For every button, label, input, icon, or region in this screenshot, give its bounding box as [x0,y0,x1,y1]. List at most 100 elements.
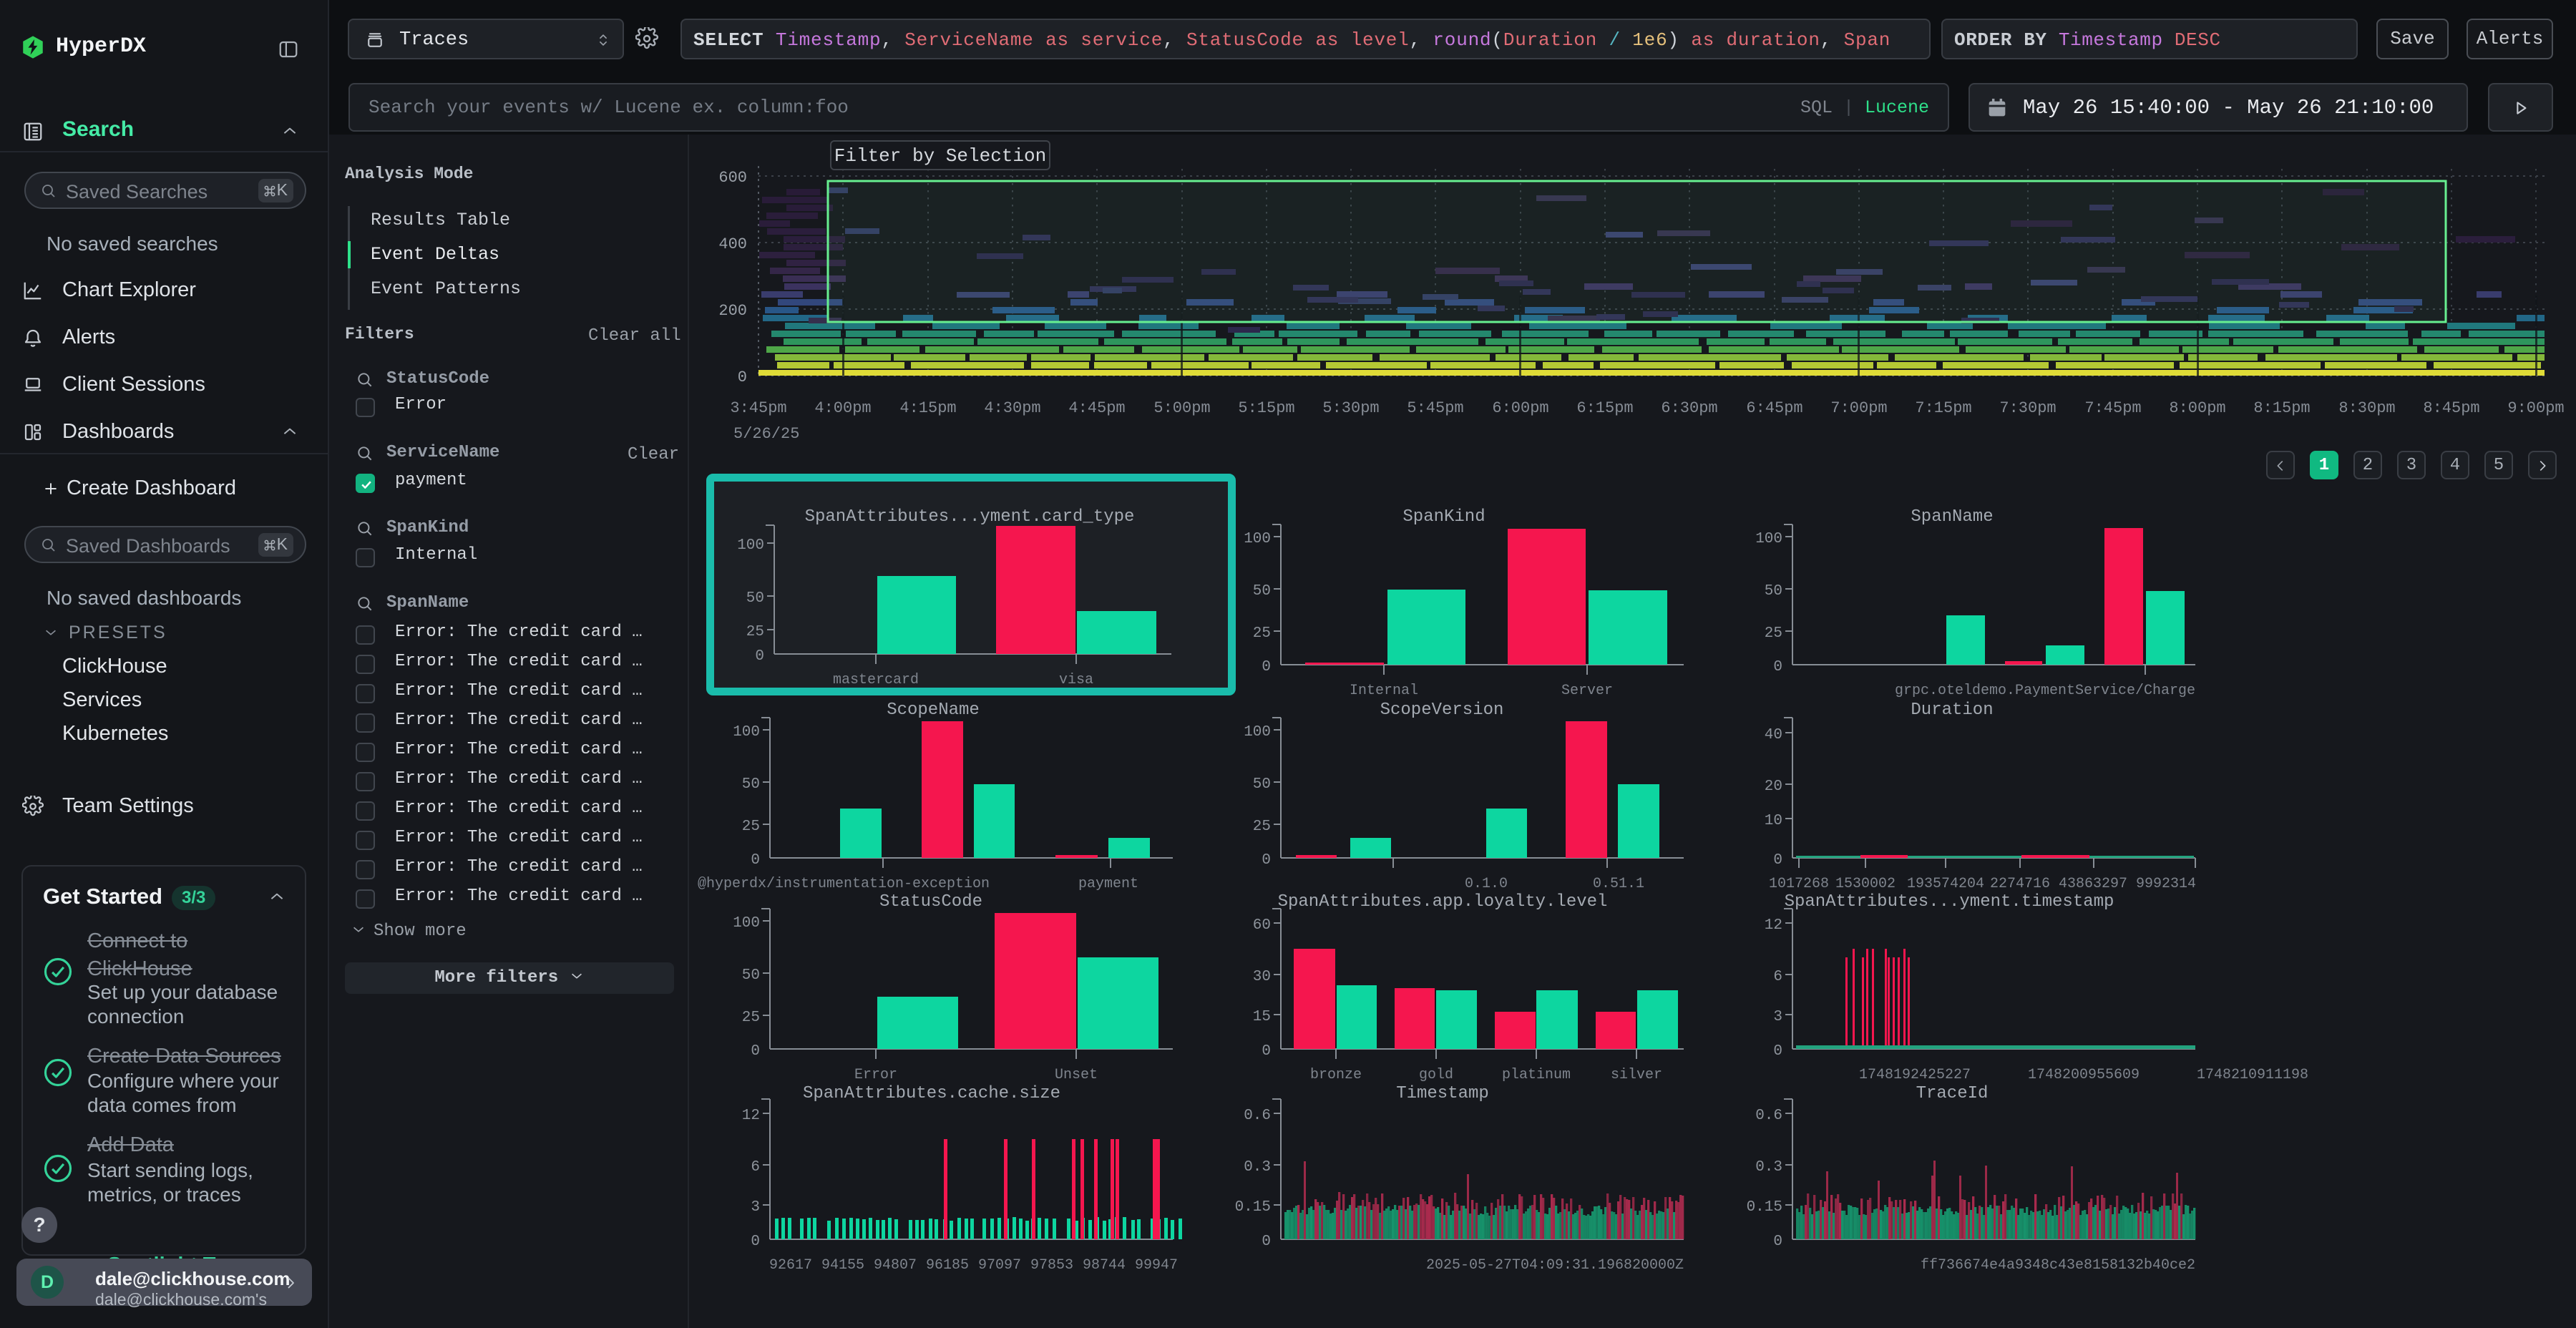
svg-text:25: 25 [746,624,764,640]
svg-text:0.6: 0.6 [1244,1108,1271,1124]
svg-text:0: 0 [751,1043,760,1060]
svg-text:15: 15 [1253,1009,1271,1025]
svg-text:SpanName: SpanName [1911,507,1993,527]
svg-text:50: 50 [1253,583,1271,600]
svg-text:30: 30 [1253,969,1271,985]
svg-text:0.15: 0.15 [1235,1199,1271,1216]
svg-text:8:00pm: 8:00pm [2169,399,2225,417]
svg-text:2025-05-27T04:09:31.196820000Z: 2025-05-27T04:09:31.196820000Z [1426,1257,1684,1274]
svg-text:6: 6 [751,1159,760,1176]
svg-text:6: 6 [1773,969,1782,985]
svg-text:25: 25 [1253,625,1271,642]
svg-text:50: 50 [742,776,760,793]
svg-text:SpanAttributes...yment.card_ty: SpanAttributes...yment.card_type [805,507,1135,527]
svg-text:SpanAttributes...yment.timesta: SpanAttributes...yment.timestamp [1785,892,2114,912]
svg-text:Error: Error [854,1067,897,1083]
svg-text:0: 0 [751,1234,760,1250]
svg-text:StatusCode: StatusCode [879,892,982,912]
svg-text:mastercard: mastercard [833,672,919,688]
svg-text:TraceId: TraceId [1916,1084,1989,1103]
svg-text:0: 0 [738,368,747,386]
svg-text:25: 25 [1253,819,1271,835]
svg-text:1530002: 1530002 [1835,876,1896,892]
svg-text:gold: gold [1419,1067,1453,1083]
svg-text:50: 50 [746,590,764,607]
svg-text:9992314: 9992314 [2136,876,2196,892]
svg-text:100: 100 [737,537,764,554]
svg-text:10: 10 [1765,813,1782,829]
svg-text:100: 100 [1244,531,1271,547]
svg-text:visa: visa [1059,672,1093,688]
svg-text:193574204: 193574204 [1907,876,1984,892]
svg-text:5/26/25: 5/26/25 [733,425,799,443]
svg-text:0: 0 [1262,852,1271,869]
svg-text:20: 20 [1765,778,1782,795]
svg-text:400: 400 [718,235,747,253]
svg-text:5:30pm: 5:30pm [1322,399,1379,417]
svg-text:94155: 94155 [821,1257,864,1274]
svg-text:ScopeVersion: ScopeVersion [1380,700,1504,720]
svg-text:3: 3 [751,1199,760,1216]
svg-text:99947: 99947 [1135,1257,1178,1274]
svg-text:3:45pm: 3:45pm [730,399,786,417]
svg-text:1748200955609: 1748200955609 [2028,1067,2140,1083]
svg-text:SpanAttributes.cache.size: SpanAttributes.cache.size [803,1084,1060,1103]
svg-text:94807: 94807 [874,1257,917,1274]
svg-text:5:45pm: 5:45pm [1407,399,1463,417]
svg-text:ff736674e4a9348c43e8158132b40c: ff736674e4a9348c43e8158132b40ce2 [1921,1257,2195,1274]
svg-text:43863297: 43863297 [2059,876,2127,892]
svg-text:8:45pm: 8:45pm [2423,399,2479,417]
svg-text:Server: Server [1561,683,1613,699]
svg-text:4:30pm: 4:30pm [984,399,1040,417]
svg-text:2274716: 2274716 [1990,876,2050,892]
svg-text:bronze: bronze [1310,1067,1362,1083]
svg-text:0.51.1: 0.51.1 [1593,876,1644,892]
svg-text:Internal: Internal [1350,683,1418,699]
svg-text:silver: silver [1611,1067,1662,1083]
svg-text:0: 0 [1773,852,1782,869]
svg-text:7:00pm: 7:00pm [1830,399,1887,417]
svg-text:Unset: Unset [1055,1067,1098,1083]
svg-text:0: 0 [1773,1234,1782,1250]
svg-text:60: 60 [1253,917,1271,934]
svg-text:0: 0 [1262,659,1271,675]
svg-text:97853: 97853 [1030,1257,1073,1274]
svg-text:@hyperdx/instrumentation-excep: @hyperdx/instrumentation-exception [698,876,990,892]
svg-text:Timestamp: Timestamp [1396,1084,1489,1103]
svg-text:98744: 98744 [1083,1257,1126,1274]
svg-text:4:15pm: 4:15pm [899,399,956,417]
svg-text:0.3: 0.3 [1244,1159,1271,1176]
svg-text:50: 50 [1765,583,1782,600]
svg-text:5:15pm: 5:15pm [1238,399,1294,417]
svg-text:7:45pm: 7:45pm [2084,399,2141,417]
svg-text:600: 600 [718,169,747,187]
svg-text:0: 0 [755,648,764,665]
svg-text:7:15pm: 7:15pm [1915,399,1971,417]
svg-text:100: 100 [733,724,760,741]
svg-text:ScopeName: ScopeName [887,700,980,720]
svg-text:6:45pm: 6:45pm [1746,399,1802,417]
svg-text:0: 0 [751,852,760,869]
svg-text:100: 100 [1244,724,1271,741]
svg-text:SpanAttributes.app.loyalty.lev: SpanAttributes.app.loyalty.level [1278,892,1608,912]
svg-text:7:30pm: 7:30pm [1999,399,2056,417]
svg-text:0: 0 [1262,1234,1271,1250]
svg-text:platinum: platinum [1502,1067,1571,1083]
svg-text:0.1.0: 0.1.0 [1465,876,1508,892]
svg-text:1017268: 1017268 [1769,876,1829,892]
svg-text:100: 100 [1755,531,1782,547]
svg-text:6:00pm: 6:00pm [1492,399,1548,417]
svg-text:3: 3 [1773,1009,1782,1025]
svg-text:grpc.oteldemo.PaymentService/C: grpc.oteldemo.PaymentService/Charge [1895,683,2195,699]
svg-text:Duration: Duration [1911,700,1993,720]
svg-text:1748192425227: 1748192425227 [1859,1067,1971,1083]
svg-text:0: 0 [1773,659,1782,675]
svg-text:0: 0 [1262,1043,1271,1060]
svg-text:92617: 92617 [769,1257,812,1274]
svg-text:50: 50 [1253,776,1271,793]
svg-text:5:00pm: 5:00pm [1153,399,1210,417]
svg-text:0: 0 [1773,1043,1782,1060]
svg-text:200: 200 [718,302,747,320]
svg-text:25: 25 [1765,625,1782,642]
svg-text:6:15pm: 6:15pm [1576,399,1633,417]
